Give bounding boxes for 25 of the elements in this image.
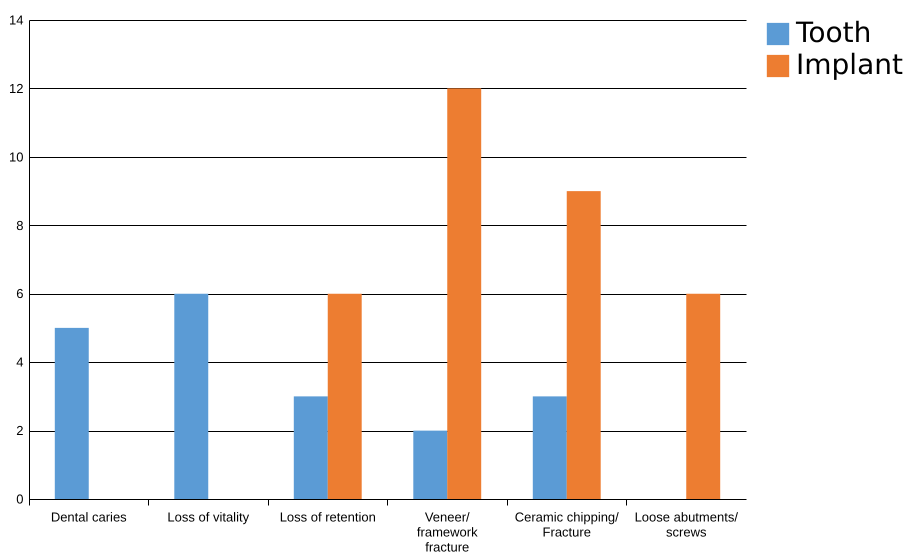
- x-tick-label: Loss of retention: [280, 510, 376, 524]
- bar: [447, 88, 482, 499]
- bar: [532, 396, 567, 499]
- y-tick-label: 12: [9, 80, 24, 96]
- bar: [174, 294, 208, 499]
- x-tick-label: Loose abutments/ screws: [634, 510, 738, 540]
- bar: [294, 396, 328, 499]
- x-tick-label: Loss of vitality: [167, 510, 250, 524]
- y-tick-label: 4: [16, 354, 24, 370]
- legend-label: Implant: [796, 48, 903, 81]
- y-tick-label: 14: [9, 12, 24, 28]
- x-tick-label: Veneer/ framework fracture: [416, 510, 478, 554]
- legend-label: Tooth: [795, 16, 872, 49]
- bar: [566, 191, 601, 499]
- y-tick-label: 6: [16, 286, 24, 302]
- y-tick-label: 2: [16, 423, 24, 438]
- bar: [413, 430, 448, 499]
- y-tick-label: 0: [16, 492, 24, 506]
- y-tick-label: 8: [16, 218, 24, 233]
- y-tick-label: 10: [9, 149, 24, 164]
- bar: [328, 294, 362, 499]
- bar: [686, 294, 720, 499]
- x-tick-label: Dental caries: [50, 510, 128, 524]
- x-tick-label: Ceramic chipping/ Fracture: [514, 510, 620, 540]
- bar: [54, 328, 89, 499]
